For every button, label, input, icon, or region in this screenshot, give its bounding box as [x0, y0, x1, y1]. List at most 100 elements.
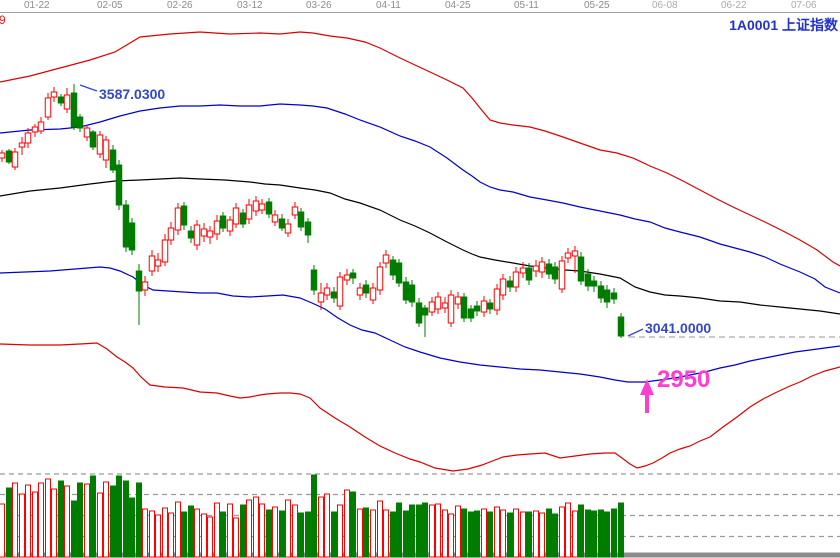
candle-body — [265, 201, 273, 215]
candle-body — [96, 134, 104, 155]
volume-bar — [0, 503, 5, 558]
candle-body — [141, 281, 149, 291]
candle-body — [180, 205, 188, 226]
candle-body — [5, 150, 13, 163]
volume-bar — [129, 497, 135, 558]
volume-bar — [97, 492, 103, 558]
band-upper-blue — [0, 103, 840, 294]
volume-bar — [513, 508, 519, 558]
candle-body — [76, 116, 84, 129]
candle-body — [213, 220, 221, 235]
volume-bar — [214, 502, 220, 558]
axis-date-label: 05-25 — [584, 0, 610, 11]
candle-body — [369, 287, 377, 301]
volume-bar — [585, 509, 591, 558]
candle-body — [525, 267, 533, 281]
axis-date-label: 07-06 — [791, 0, 817, 11]
candle-body — [408, 284, 416, 303]
clipped-left-label: 9 — [0, 13, 6, 27]
candle-body — [564, 252, 572, 259]
candle-body — [447, 294, 455, 324]
candle-body — [402, 281, 410, 301]
volume-bar — [331, 511, 337, 558]
band-lower-blue — [0, 266, 840, 383]
candle-body — [102, 139, 110, 161]
volume-bar — [45, 478, 51, 558]
candle-body — [148, 255, 156, 272]
candle-body — [161, 239, 169, 263]
candle-body — [577, 256, 585, 282]
volume-bar — [370, 509, 376, 558]
volume-bar — [409, 504, 415, 558]
volume-bar — [194, 508, 200, 558]
volume-bar — [435, 503, 441, 558]
candle-body — [597, 285, 605, 299]
volume-bar — [58, 480, 64, 558]
axis-date-label: 04-11 — [376, 0, 401, 11]
volume-bar — [344, 489, 350, 558]
volume-bar — [350, 491, 356, 558]
volume-bar — [396, 502, 402, 558]
last-close-price-label: 3041.0000 — [645, 320, 712, 336]
axis-date-label: 06-08 — [652, 0, 678, 11]
candle-body — [70, 92, 78, 128]
candle-body — [174, 207, 182, 231]
candle-body — [428, 301, 436, 313]
candle-body — [245, 204, 253, 220]
candle-body — [512, 271, 520, 288]
volume-bar — [220, 511, 226, 558]
last-pointer-line — [627, 328, 644, 337]
volume-bar — [188, 505, 194, 558]
volume-bar — [168, 512, 174, 558]
candle-body — [617, 316, 625, 337]
volume-bar — [279, 510, 285, 558]
candle-body — [362, 284, 370, 294]
candle-body — [206, 230, 214, 238]
candle-body — [304, 221, 312, 236]
candle-body — [310, 269, 318, 291]
candle-body — [467, 308, 475, 319]
candle-body — [278, 218, 286, 229]
candle-body — [395, 262, 403, 284]
volume-bar — [598, 509, 604, 558]
candle-body — [50, 91, 58, 98]
volume-bar — [175, 501, 181, 558]
volume-bar — [578, 504, 584, 558]
volume-bar — [90, 475, 96, 558]
volume-bar — [77, 482, 83, 558]
candle-body — [128, 222, 136, 251]
volume-bar — [442, 509, 448, 558]
volume-bar — [285, 499, 291, 558]
band-upper-red — [0, 31, 840, 267]
peak-price-label: 3587.0300 — [99, 86, 166, 102]
symbol-title[interactable]: 1A0001 上证指数 — [729, 17, 838, 33]
candle-body — [545, 263, 553, 275]
candle-body — [200, 228, 208, 237]
candle-body — [389, 259, 397, 276]
candle-body — [603, 289, 611, 303]
candle-body — [89, 131, 97, 148]
volume-bar — [422, 502, 428, 558]
volume-bar — [6, 487, 12, 558]
band-middle-black — [0, 177, 840, 315]
volume-bar — [455, 505, 461, 558]
volume-bar — [611, 508, 617, 558]
volume-bar — [305, 511, 311, 558]
candle-body — [336, 276, 344, 307]
volume-bar — [461, 508, 467, 558]
candle-body — [252, 200, 260, 212]
volume-bar — [259, 503, 265, 558]
volume-bar — [604, 511, 610, 558]
volume-bar — [390, 511, 396, 558]
candle-body — [57, 96, 65, 104]
volume-bar — [500, 509, 506, 558]
volume-bar — [357, 508, 363, 558]
candle-body — [135, 270, 143, 292]
candle-body — [421, 307, 429, 316]
candle-body — [590, 280, 598, 287]
candle-body — [167, 227, 175, 241]
candle-body — [551, 266, 559, 280]
candle-body — [480, 300, 488, 313]
candle-body — [441, 302, 449, 309]
